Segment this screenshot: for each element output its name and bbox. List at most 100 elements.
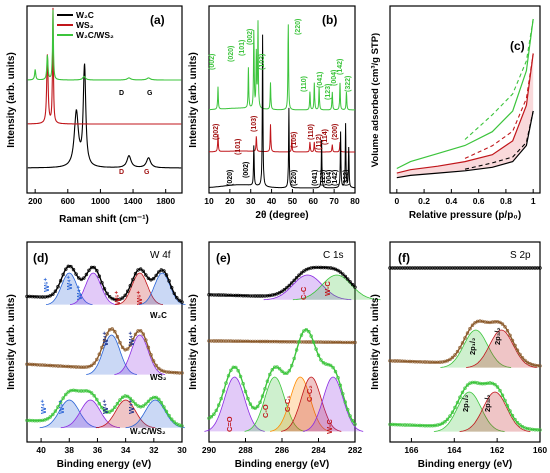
- xps-point: [329, 363, 333, 368]
- xps-point: [141, 332, 146, 336]
- xps-point: [314, 265, 318, 270]
- xps-point: [236, 369, 240, 373]
- x-tick-label: 166: [404, 445, 418, 455]
- panel-a-peak-labels: D G D G: [119, 90, 153, 176]
- peak-label-g-black: G: [144, 169, 150, 176]
- panel-b-ylabel: Intensity (arb. units): [188, 52, 199, 148]
- xps-point: [336, 340, 340, 344]
- x-tick-label: 32: [149, 445, 159, 455]
- xps-point: [329, 266, 333, 270]
- xps-point: [64, 267, 68, 271]
- peak-label-w4-3: W⁴⁺: [101, 331, 110, 346]
- xps-point: [118, 297, 122, 301]
- xps-point: [510, 413, 515, 418]
- x-tick-label: 600: [61, 196, 75, 206]
- hkl-label-green: (101): [239, 40, 246, 56]
- xps-point: [277, 291, 282, 295]
- x-tick-label: 164: [447, 445, 461, 455]
- hkl-label-green: (002): [247, 29, 254, 45]
- xps-point: [350, 419, 355, 423]
- panel-b-hkl-labels: (002) (020) (101)(002)(103)(220)(110) (041)…: [209, 19, 352, 186]
- xps-point: [290, 281, 294, 285]
- x-tick-label: 30: [177, 445, 187, 455]
- xps-point: [275, 365, 279, 369]
- xps-point: [302, 269, 306, 273]
- xps-point: [523, 358, 527, 363]
- panel-b-frame: [208, 5, 356, 194]
- xps-point: [505, 404, 510, 408]
- xps-point: [212, 293, 216, 297]
- peak-label-2p32-ws2: 2p₃/₂: [493, 327, 502, 345]
- xps-point: [95, 357, 99, 362]
- xps-point: [229, 368, 233, 372]
- xps-point: [460, 390, 465, 394]
- xps-point: [453, 353, 457, 357]
- hkl-label-green: (002): [209, 54, 216, 70]
- panel-f-ylabel: Intensity (arb. units): [370, 294, 381, 390]
- panel-a-xlabel: Raman shift (cm⁻¹): [59, 214, 149, 225]
- xps-point: [51, 412, 55, 417]
- xps-point: [53, 409, 58, 413]
- xps-point: [294, 348, 299, 352]
- curve-label-w2c: W₂C: [150, 311, 167, 320]
- xps-point: [309, 334, 313, 338]
- x-tick-label: 200: [28, 196, 42, 206]
- xps-point: [331, 340, 335, 344]
- hkl-label-red: (105): [291, 132, 298, 148]
- panel-e-xlabel: Binding energy (eV): [235, 459, 329, 470]
- hkl-label-green: (004): [331, 70, 338, 86]
- xps-point: [170, 285, 174, 290]
- series-line-0: [209, 20, 355, 111]
- xps-point: [229, 339, 233, 343]
- xps-point: [280, 369, 284, 373]
- xps-point: [319, 358, 323, 362]
- component-peak: [466, 329, 537, 368]
- xps-point: [470, 323, 475, 327]
- peak-label-cc1: C-C₁: [283, 396, 292, 412]
- hkl-label-green: (123): [325, 84, 332, 100]
- xps-point: [285, 371, 289, 375]
- xps-point: [258, 400, 262, 404]
- xps-point: [107, 295, 112, 299]
- xps-point: [294, 276, 299, 280]
- peak-label-2p32-comp: 2p₃/₂: [483, 394, 492, 412]
- xps-point: [131, 277, 135, 282]
- panel-c-xticks: 0 0.2 0.4 0.6 0.8 1: [394, 189, 536, 206]
- xps-envelope-2: [208, 329, 356, 425]
- xps-point: [58, 279, 63, 283]
- component-peak: [125, 399, 185, 429]
- hkl-label-black: (322): [343, 170, 350, 186]
- xps-point: [118, 398, 122, 402]
- panel-d-ylabel: Intensity (arb. units): [6, 294, 17, 390]
- xps-point: [102, 338, 107, 342]
- adsorption-line-2: [396, 110, 534, 179]
- xps-point: [113, 405, 117, 409]
- xps-point: [180, 371, 184, 375]
- xps-point: [246, 396, 250, 401]
- x-tick-label: 0.6: [473, 196, 485, 206]
- panel-f-xticks: 166 164 162 160: [404, 438, 547, 455]
- xps-point: [226, 339, 231, 343]
- hkl-label-green: (110): [301, 76, 308, 92]
- panel-c-plot: [396, 18, 534, 179]
- xps-point: [236, 293, 240, 298]
- panel-c-label: (c): [510, 39, 525, 53]
- hkl-label-black: (002): [243, 162, 250, 178]
- xps-point: [331, 365, 335, 370]
- xps-point: [513, 343, 517, 348]
- x-tick-label: 40: [36, 445, 46, 455]
- component-peak: [116, 272, 164, 305]
- component-peak: [86, 334, 137, 375]
- xps-point: [100, 405, 104, 410]
- xps-point: [89, 363, 94, 368]
- panel-c-xlabel: Relative pressure (p/p₀): [409, 210, 521, 221]
- xps-point: [513, 417, 517, 422]
- xps-point: [468, 327, 472, 331]
- panel-d-plot: [25, 264, 186, 429]
- xps-point: [500, 393, 505, 397]
- panel-a-label: (a): [150, 13, 165, 27]
- hkl-label-red: (110): [308, 124, 315, 140]
- x-tick-label: 60: [309, 196, 319, 206]
- panel-a-plot: [27, 7, 182, 169]
- xps-point: [518, 352, 522, 357]
